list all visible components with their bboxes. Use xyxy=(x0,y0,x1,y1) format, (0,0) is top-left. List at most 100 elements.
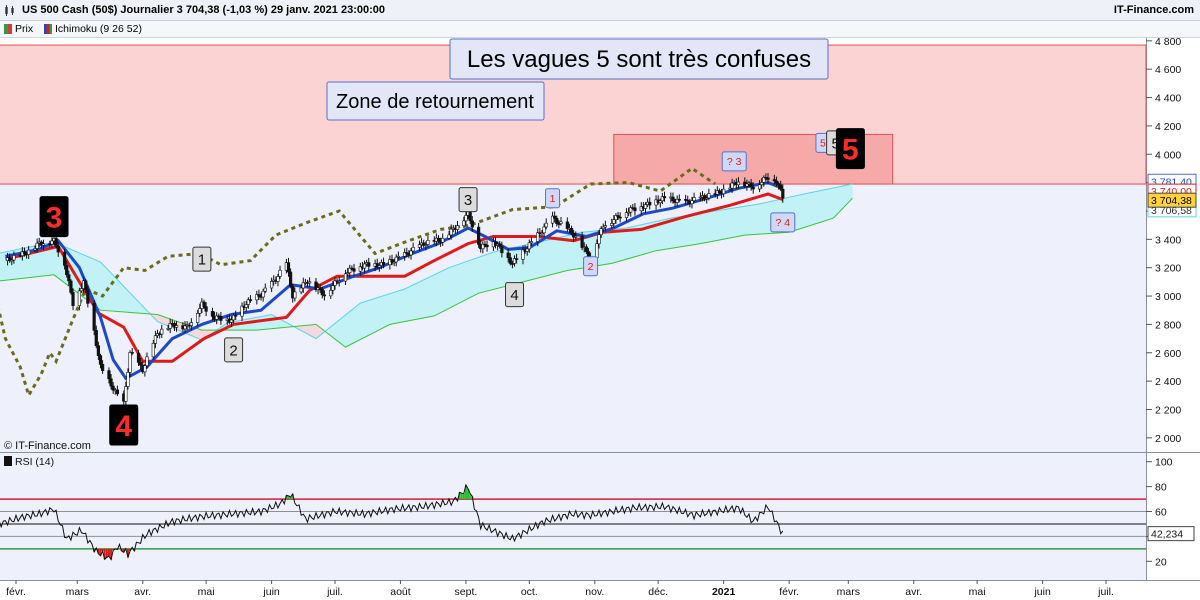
candle-body xyxy=(381,262,386,266)
chart-canvas[interactable]: 2 000 2 200 2 400 2 600 2 800 3 000 3 200 3 400… xyxy=(0,38,1200,600)
candle-body xyxy=(126,372,130,387)
wave-label-5: 4 xyxy=(510,287,518,304)
candle-body xyxy=(485,244,489,248)
candle-body xyxy=(633,207,637,212)
candle-body xyxy=(301,282,305,289)
candle-body xyxy=(196,313,200,323)
candle-body xyxy=(527,242,531,250)
wave-label-6: 1 xyxy=(550,193,556,205)
candle-body xyxy=(240,305,244,317)
candle-body xyxy=(441,237,445,243)
candle-body xyxy=(506,252,510,259)
candle-body xyxy=(464,215,468,222)
price-panel-tint xyxy=(0,178,1146,452)
candle-body xyxy=(424,244,428,246)
candle-body xyxy=(692,197,696,201)
candle-body xyxy=(343,273,348,282)
candle-body xyxy=(540,232,544,235)
candle-body xyxy=(553,215,557,219)
candle-body xyxy=(614,215,618,221)
rsi-value-flag xyxy=(1147,526,1195,542)
y-tick-label: 4 800 xyxy=(1155,38,1181,48)
wave-label-box-5 xyxy=(505,282,525,308)
x-tick-label: mars xyxy=(66,586,89,598)
candle-body xyxy=(94,330,98,347)
candle-body xyxy=(33,248,37,251)
candle-body xyxy=(603,225,607,228)
candle-body xyxy=(69,280,73,293)
candle-body xyxy=(136,352,141,363)
wave-label-box-4 xyxy=(458,187,478,213)
x-axis xyxy=(0,580,1200,600)
candle-body xyxy=(618,216,622,219)
candle-body xyxy=(690,200,694,205)
kumo-area-0 xyxy=(0,242,147,314)
candle-body xyxy=(278,269,282,277)
candle-body xyxy=(510,263,515,265)
candle-body xyxy=(776,183,781,186)
candle-body xyxy=(174,325,179,328)
candle-body xyxy=(396,255,400,258)
indicator-legend: Prix Ichimoku (9 26 52) xyxy=(0,21,1200,38)
candle-body xyxy=(352,268,356,272)
candle-body xyxy=(766,177,770,180)
candle-body xyxy=(293,291,297,299)
candle-body xyxy=(145,356,149,367)
candle-body xyxy=(610,223,614,226)
price-flag-label: 3 706,58 xyxy=(1151,205,1192,217)
y-tick-label: 3 400 xyxy=(1155,234,1181,246)
candle-body xyxy=(462,220,466,227)
candle-body xyxy=(358,266,362,272)
candle-body xyxy=(557,223,561,225)
x-tick-label: juin xyxy=(1033,586,1051,598)
candle-body xyxy=(41,243,46,246)
candle-body xyxy=(730,182,734,189)
x-tick-label: déc. xyxy=(648,586,668,598)
x-tick-label: juil. xyxy=(1097,586,1114,598)
candle-body xyxy=(394,256,398,263)
candle-body xyxy=(521,249,525,260)
candle-body xyxy=(595,243,599,258)
wave-label-box-8 xyxy=(721,151,747,172)
candle-body xyxy=(204,306,208,312)
candle-body xyxy=(736,181,741,186)
candle-body xyxy=(705,197,709,200)
candle-body xyxy=(677,198,681,201)
candle-body xyxy=(322,294,327,297)
candle-body xyxy=(529,241,534,244)
candle-body xyxy=(629,207,633,213)
candle-body xyxy=(77,290,81,306)
wave-label-10: 5 xyxy=(820,138,826,150)
x-tick-label: avr. xyxy=(134,586,151,598)
candle-body xyxy=(515,258,519,260)
candle-body xyxy=(84,280,88,290)
candle-body xyxy=(96,345,100,356)
candle-body xyxy=(779,184,783,190)
rsi-panel xyxy=(0,453,1146,580)
wave-label-box-6 xyxy=(545,188,561,209)
candle-body xyxy=(616,215,620,218)
wave-label-box-9 xyxy=(770,212,796,233)
ichimoku-swatch-icon xyxy=(44,24,52,34)
candle-body xyxy=(559,221,563,224)
wave-label-3: 2 xyxy=(229,342,237,359)
x-tick-label: juin xyxy=(262,586,280,598)
candle-body xyxy=(751,186,755,190)
candle-body xyxy=(101,364,105,371)
rsi-tick-label: 80 xyxy=(1155,482,1167,494)
headline-box: Les vagues 5 sont très confuses xyxy=(449,38,829,80)
y-tick-label: 4 200 xyxy=(1155,121,1181,133)
legend-price-label: Prix xyxy=(15,23,34,35)
candle-body xyxy=(569,227,574,234)
legend-ichimoku[interactable]: Ichimoku (9 26 52) xyxy=(44,23,142,35)
rsi-line xyxy=(0,483,784,561)
zone-label-box: Zone de retournement xyxy=(326,81,545,121)
rsi-tick-label: 60 xyxy=(1155,507,1167,519)
candle-body xyxy=(411,247,415,252)
candle-body xyxy=(183,325,187,330)
x-tick-label: mai xyxy=(198,586,215,598)
x-tick-label: août xyxy=(390,586,411,598)
candle-body xyxy=(56,245,60,253)
legend-price[interactable]: Prix xyxy=(4,23,33,35)
candle-body xyxy=(111,385,115,391)
